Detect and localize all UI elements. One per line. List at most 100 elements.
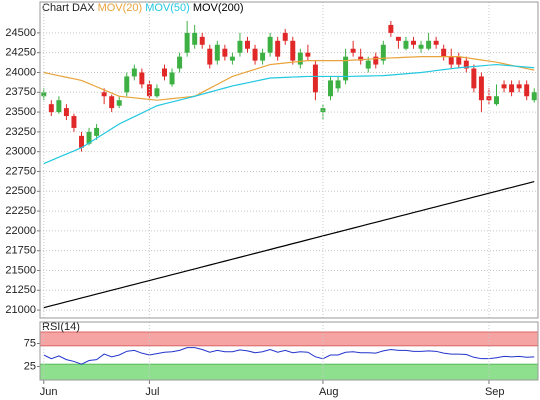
- candle-body: [71, 116, 77, 128]
- x-tick-label: Jun: [40, 386, 58, 398]
- candle-body: [501, 84, 507, 89]
- candle-body: [184, 32, 190, 53]
- candle-body: [207, 48, 213, 65]
- candle-body: [328, 80, 333, 97]
- candle-body: [524, 84, 530, 97]
- candle-body: [463, 60, 469, 69]
- candle-body: [94, 127, 100, 136]
- candle-body: [297, 52, 303, 65]
- candle-body: [373, 56, 379, 65]
- overbought-band: [39, 331, 539, 347]
- moving-average-line: [43, 180, 535, 309]
- y-tick-label: 23750: [5, 86, 36, 98]
- candle-body: [418, 44, 424, 49]
- candle-body: [56, 100, 62, 113]
- candle-body: [350, 48, 356, 53]
- candle-body: [358, 56, 364, 61]
- y-tick-label: 24000: [5, 66, 36, 78]
- candle-body: [441, 48, 447, 57]
- candle-body: [199, 36, 205, 45]
- y-tick-label: 25: [24, 360, 36, 372]
- x-tick-label: Jul: [145, 386, 159, 398]
- candle-body: [252, 48, 258, 61]
- candle-body: [516, 84, 522, 89]
- candle-body: [335, 80, 341, 89]
- moving-average-line: [43, 63, 535, 165]
- y-tick-label: 22000: [5, 225, 36, 237]
- candle-body: [63, 108, 69, 117]
- candle-body: [343, 56, 349, 81]
- candle-body: [312, 64, 318, 93]
- oversold-band: [39, 363, 539, 381]
- y-tick-label: 24250: [5, 47, 36, 59]
- candle-body: [290, 40, 296, 61]
- y-tick-label: 22750: [5, 165, 36, 177]
- candle-body: [124, 76, 130, 93]
- candle-body: [456, 56, 462, 65]
- candle-body: [222, 48, 228, 57]
- x-tick-label: Sep: [485, 386, 505, 398]
- legend-entry: MOV(200): [193, 2, 244, 14]
- candle-body: [245, 40, 250, 49]
- y-tick-label: 22500: [5, 185, 36, 197]
- candle-body: [139, 72, 145, 85]
- candle-body: [260, 52, 266, 61]
- y-tick-label: 21000: [5, 304, 36, 316]
- y-tick-label: 75: [24, 337, 36, 349]
- candle-body: [494, 96, 499, 105]
- title-text: Chart DAX: [42, 2, 95, 14]
- candle-body: [448, 56, 454, 65]
- panel-border: [39, 1, 539, 319]
- rsi-title: RSI(14): [42, 321, 80, 333]
- candle-body: [229, 56, 235, 61]
- candle-body: [177, 56, 183, 69]
- candle-body: [41, 92, 47, 97]
- candle-body: [388, 24, 394, 33]
- candle-body: [282, 32, 288, 41]
- moving-average-line: [43, 56, 535, 101]
- y-tick-label: 22250: [5, 205, 36, 217]
- legend-entry: MOV(20): [98, 2, 143, 14]
- x-tick-label: Aug: [319, 386, 339, 398]
- candle-body: [146, 84, 152, 97]
- panel-border: [39, 321, 539, 381]
- candle-body: [471, 68, 477, 89]
- y-tick-label: 23000: [5, 146, 36, 158]
- y-tick-label: 23500: [5, 106, 36, 118]
- candle-body: [116, 100, 122, 106]
- candle-body: [433, 40, 439, 45]
- candle-body: [403, 40, 409, 49]
- y-tick-label: 24500: [5, 27, 36, 39]
- y-tick-label: 21500: [5, 264, 36, 276]
- candle-body: [509, 84, 515, 93]
- candle-body: [109, 96, 115, 109]
- rsi-line: [43, 347, 535, 365]
- candle-body: [192, 32, 198, 45]
- y-tick-label: 23250: [5, 126, 36, 138]
- candle-body: [214, 44, 220, 61]
- candle-body: [275, 40, 281, 57]
- candle-body: [48, 104, 54, 113]
- candle-body: [395, 36, 401, 41]
- candle-body: [531, 92, 537, 101]
- candle-body: [79, 135, 84, 148]
- candle-body: [365, 60, 371, 69]
- candle-body: [411, 40, 416, 45]
- candle-body: [162, 68, 167, 77]
- candle-body: [154, 88, 160, 97]
- candle-body: [101, 92, 107, 97]
- candle-body: [131, 68, 137, 77]
- legend-entry: MOV(50): [145, 2, 190, 14]
- candle-body: [267, 36, 273, 53]
- candle-body: [169, 72, 175, 85]
- candle-body: [237, 40, 243, 53]
- candle-body: [305, 52, 311, 57]
- chart-title: Chart DAX MOV(20) MOV(50) MOV(200): [42, 2, 244, 14]
- candle-body: [478, 76, 484, 101]
- y-tick-label: 21750: [5, 245, 36, 257]
- candle-body: [380, 44, 386, 61]
- candle-body: [426, 40, 432, 49]
- candle-body: [86, 131, 92, 144]
